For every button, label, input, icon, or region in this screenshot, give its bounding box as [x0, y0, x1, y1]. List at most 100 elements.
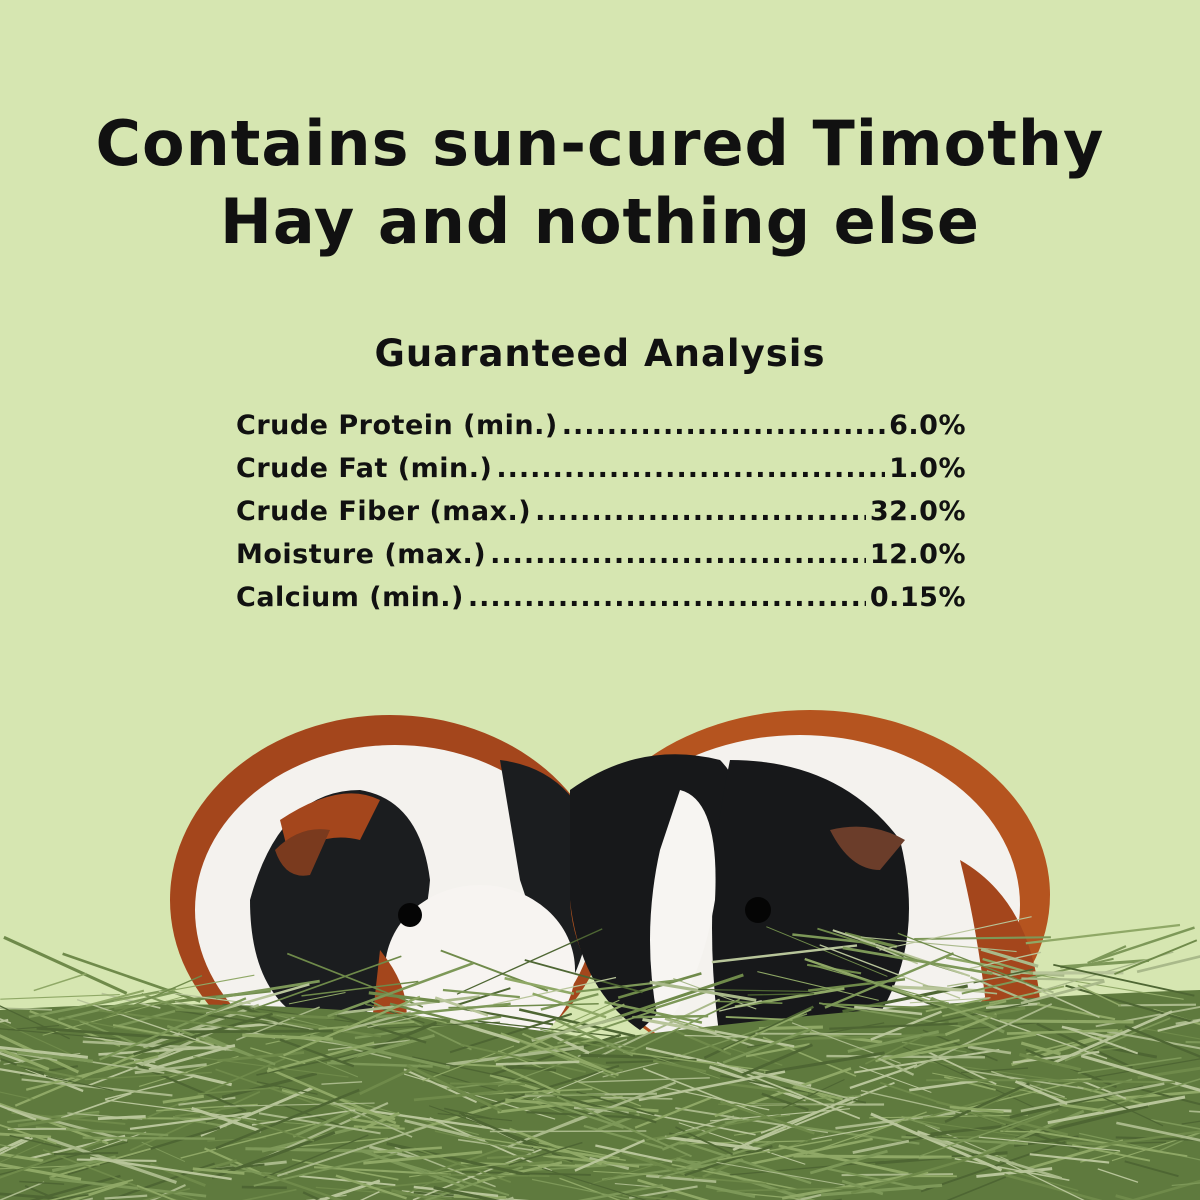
hay-strand	[1065, 984, 1194, 1023]
hay-strand	[532, 992, 607, 1019]
hay-strand	[442, 988, 520, 999]
hay-strand	[136, 1064, 247, 1112]
hay-strand	[642, 1067, 771, 1119]
hay-strand	[967, 1045, 1012, 1055]
hay-strand	[25, 1055, 159, 1091]
hay-strand	[279, 1038, 355, 1068]
guaranteed-analysis-table: Crude Protein (min.) 6.0% Crude Fat (min.…	[236, 410, 966, 625]
hay-strand	[879, 1081, 1007, 1126]
hay-strand	[869, 1114, 1028, 1119]
hay-strand	[652, 1059, 707, 1073]
hay-strand	[0, 1163, 82, 1181]
hay-strand	[1087, 945, 1127, 965]
hay-strand	[335, 1174, 407, 1200]
hay-strand	[925, 1124, 1017, 1165]
hay-strand	[918, 1110, 1052, 1157]
hay-strand	[9, 1134, 62, 1149]
hay-strand	[84, 1071, 212, 1081]
hay-strand	[0, 1140, 103, 1179]
hay-strand	[113, 1009, 176, 1029]
hay-strand	[76, 1158, 157, 1163]
hay-strand	[871, 1054, 915, 1076]
hay-strand	[578, 1077, 710, 1083]
hay-strand	[637, 1178, 710, 1200]
hay-strand	[1077, 1057, 1182, 1074]
hay-strand	[0, 1045, 89, 1059]
hay-strand	[205, 983, 310, 1016]
hay-strand	[321, 1081, 363, 1085]
hay-strand	[583, 1124, 663, 1149]
hay-strand	[175, 1008, 335, 1020]
hay-strand	[870, 1112, 1003, 1172]
hay-strand	[373, 1146, 442, 1154]
hay-strand	[914, 936, 1051, 941]
hay-strand	[210, 1014, 309, 1031]
hay-strand	[944, 1013, 997, 1036]
hay-strand	[353, 1125, 405, 1130]
hay-strand	[89, 1156, 232, 1181]
hay-strand	[593, 1170, 659, 1176]
hay-strand	[1114, 939, 1198, 976]
hay-strand	[1015, 1104, 1149, 1141]
hay-strand	[634, 1096, 712, 1129]
hay-strand	[986, 970, 1054, 994]
hay-strand	[1073, 1090, 1200, 1104]
hay-strand	[531, 1178, 637, 1200]
hay-strand	[505, 1065, 557, 1072]
hay-strand	[1059, 1103, 1105, 1113]
hay-strand	[315, 1186, 452, 1199]
hay-strand	[716, 1186, 860, 1193]
hay-strand	[1116, 1121, 1200, 1142]
hay-strand	[0, 1181, 45, 1200]
hay-strand	[302, 1191, 323, 1200]
hay-strand	[1006, 1162, 1085, 1200]
hay-strand	[954, 1157, 1070, 1181]
hay-strand	[468, 1135, 626, 1162]
hay-strand	[1115, 1136, 1200, 1141]
hay-strand	[500, 1032, 619, 1077]
hay-strand	[16, 1064, 83, 1080]
hay-strand	[46, 1194, 89, 1200]
hay-strand	[716, 1161, 845, 1186]
hay-strand	[864, 1035, 923, 1065]
hay-strand	[240, 1118, 315, 1142]
hay-strand	[0, 1141, 46, 1163]
hay-strand	[646, 1174, 717, 1184]
hay-strand	[288, 992, 346, 1005]
hay-strand	[1101, 1130, 1200, 1147]
hay-strand	[375, 1002, 511, 1019]
hay-strand	[842, 946, 993, 976]
hay-strand	[540, 993, 599, 1011]
hay-strand	[705, 1184, 756, 1199]
nutrient-value: 12.0%	[869, 539, 966, 570]
hay-strand	[193, 1056, 349, 1078]
hay-strand	[1091, 926, 1195, 963]
hay-strand	[493, 976, 617, 1006]
hay-strand	[504, 976, 575, 996]
hay-strand	[363, 1150, 483, 1165]
hay-strand	[649, 980, 757, 1002]
hay-strand	[747, 993, 815, 996]
hay-strand	[368, 991, 440, 1003]
hay-strand	[148, 1044, 236, 1071]
hay-strand	[192, 1167, 245, 1175]
hay-strand	[595, 1144, 673, 1163]
hay-strand	[141, 1141, 186, 1163]
hay-strand	[524, 959, 643, 994]
hay-strand	[501, 1066, 561, 1094]
hay-strand	[334, 995, 480, 1016]
hay-strand	[256, 1081, 318, 1095]
hay-strand	[256, 1049, 373, 1076]
hay-strand	[684, 1144, 773, 1177]
hay-strand	[1140, 1027, 1200, 1040]
hay-strand	[826, 1054, 985, 1059]
hay-strand	[1175, 1018, 1200, 1025]
hay-strand	[1077, 984, 1122, 1007]
hay-strand	[434, 996, 489, 1017]
hay-strand	[266, 1041, 375, 1073]
hay-strand	[0, 1034, 80, 1074]
hay-strand	[703, 1005, 814, 1060]
hay-strand	[1019, 1052, 1082, 1072]
hay-strand	[136, 1184, 177, 1200]
hay-strand	[575, 978, 683, 993]
